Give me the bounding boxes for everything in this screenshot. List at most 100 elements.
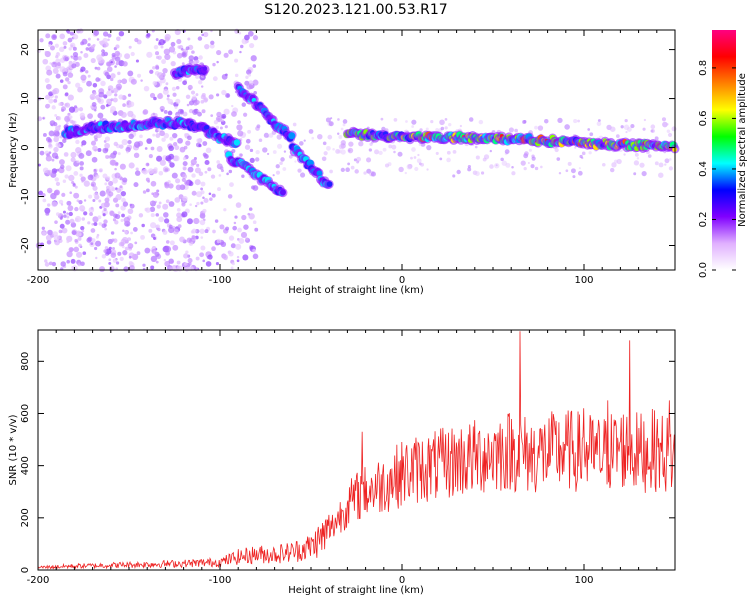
speckle-point: [120, 218, 124, 223]
speckle-point: [249, 42, 255, 49]
speckle-point: [666, 123, 669, 126]
speckle-point: [150, 265, 155, 270]
speckle-point: [97, 98, 102, 103]
snr-series-line: [37, 331, 676, 570]
speckle-point: [444, 126, 448, 130]
speckle-point: [177, 224, 182, 229]
speckle-point: [81, 229, 85, 233]
speckle-point: [94, 246, 98, 251]
speckle-point: [169, 162, 175, 168]
speckle-point: [150, 213, 155, 218]
speckle-point: [213, 119, 219, 125]
speckle-point: [208, 94, 214, 100]
speckle-point: [174, 145, 180, 151]
speckle-point: [60, 261, 66, 267]
speckle-point: [572, 175, 576, 179]
speckle-point: [589, 132, 594, 137]
speckle-point: [247, 129, 252, 134]
speckle-point: [44, 50, 48, 54]
speckle-point: [245, 75, 249, 79]
speckle-point: [196, 138, 201, 143]
speckle-point: [202, 208, 207, 213]
speckle-point: [108, 261, 112, 265]
speckle-point: [107, 61, 112, 67]
speckle-point: [267, 152, 270, 156]
speckle-point: [225, 226, 230, 231]
speckle-point: [666, 129, 671, 133]
speckle-point: [127, 139, 132, 145]
speckle-point: [664, 163, 667, 166]
speckle-point: [596, 121, 602, 127]
speckle-point: [61, 106, 66, 112]
speckle-point: [234, 215, 238, 219]
speckle-point: [95, 240, 102, 247]
speckle-point: [630, 123, 635, 129]
spectrogram-frame: [37, 29, 676, 271]
speckle-point: [252, 220, 257, 225]
speckle-point: [189, 203, 192, 206]
speckle-point: [65, 165, 72, 172]
speckle-point: [150, 255, 158, 263]
speckle-point: [405, 120, 408, 123]
speckle-point: [97, 148, 102, 153]
speckle-point: [114, 220, 119, 225]
speckle-point: [47, 157, 50, 161]
speckle-point: [171, 172, 178, 179]
speckle-point: [172, 132, 178, 139]
speckle-point: [86, 80, 92, 87]
y-tick-label: -20: [20, 237, 31, 253]
speckle-point: [262, 147, 268, 153]
speckle-point: [342, 119, 348, 124]
speckle-point: [51, 152, 59, 159]
speckle-point: [121, 78, 128, 85]
speckle-point: [128, 101, 135, 108]
colorbar-ticks: 0.0 0.2 0.4 0.6 0.8: [698, 60, 736, 278]
speckle-point: [55, 73, 61, 79]
figure-title: S120.2023.121.00.53.R17: [264, 2, 447, 18]
speckle-point: [228, 235, 235, 241]
speckle-point: [62, 71, 68, 77]
speckle-point: [69, 42, 76, 49]
speckle-point: [66, 215, 70, 219]
speckle-point: [191, 235, 196, 240]
speckle-point: [169, 240, 175, 246]
speckle-point: [212, 229, 216, 234]
y-tick-label: 0: [20, 144, 31, 150]
speckle-point: [239, 153, 243, 157]
speckle-point: [83, 52, 89, 58]
speckle-point: [398, 166, 404, 173]
speckle-point: [117, 80, 121, 84]
speckle-point: [100, 80, 106, 87]
speckle-point: [210, 114, 214, 117]
speckle-point: [311, 136, 315, 140]
speckle-point: [71, 63, 77, 69]
speckle-point: [252, 253, 259, 260]
speckle-point: [426, 168, 429, 171]
speckle-point: [63, 152, 69, 157]
speckle-point: [87, 37, 91, 41]
speckle-point: [121, 139, 128, 146]
speckle-point: [317, 134, 323, 140]
speckle-point: [181, 211, 188, 218]
speckle-point: [115, 61, 120, 66]
speckle-point: [209, 43, 215, 49]
speckle-point: [117, 152, 121, 156]
speckle-point: [98, 58, 102, 62]
speckle-point: [135, 59, 139, 63]
speckle-point: [157, 72, 164, 79]
speckle-point: [168, 201, 175, 207]
speckle-point: [114, 93, 118, 97]
speckle-point: [633, 160, 640, 166]
speckle-point: [91, 238, 96, 243]
speckle-point: [245, 138, 251, 144]
speckle-point: [534, 125, 538, 130]
speckle-point: [60, 203, 64, 206]
speckle-point: [162, 166, 169, 173]
speckle-point: [130, 78, 137, 85]
speckle-point: [489, 149, 492, 153]
speckle-point: [79, 166, 84, 171]
speckle-point: [340, 167, 345, 172]
speckle-point: [413, 156, 417, 159]
speckle-point: [452, 149, 457, 154]
speckle-point: [62, 210, 66, 214]
